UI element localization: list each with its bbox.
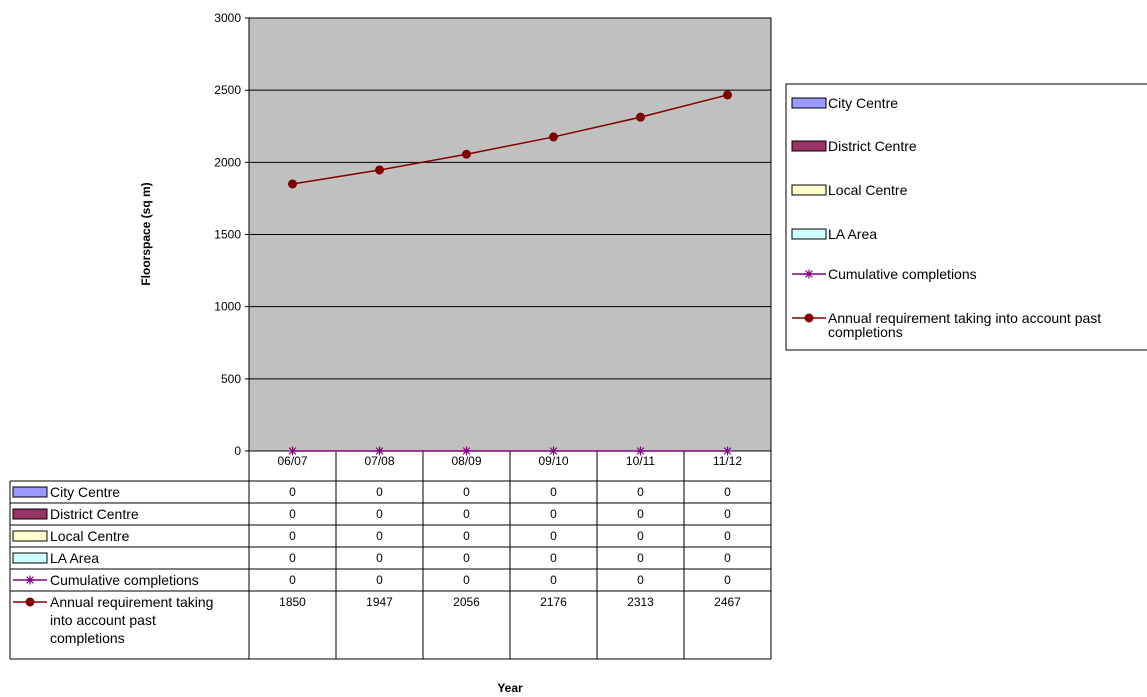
table-row-label: LA Area [50, 550, 99, 566]
x-tick-label: 10/11 [626, 454, 655, 468]
table-cell-value: 0 [550, 573, 557, 587]
data-table: 06/07 07/08 08/09 09/10 10/11 11/12 City Centr… [9, 451, 772, 660]
table-cell-value: 0 [463, 551, 470, 565]
legend-label: District Centre [828, 138, 917, 154]
table-cell-value: 0 [289, 529, 296, 543]
table-row-label: into account past [50, 612, 156, 628]
table-cell-value: 2313 [627, 595, 654, 609]
table-cell-value: 0 [724, 529, 731, 543]
data-point [288, 179, 297, 189]
x-tick-label: 09/10 [538, 454, 568, 468]
legend-swatch [12, 486, 48, 498]
legend-label: LA Area [828, 226, 877, 242]
table-cell-value: 0 [463, 529, 470, 543]
table-cell-value: 0 [376, 573, 383, 587]
data-point [723, 90, 732, 100]
data-point [288, 446, 297, 456]
table-row-label: Annual requirement taking [50, 594, 213, 610]
legend-swatch [12, 552, 48, 564]
data-point [462, 149, 471, 159]
table-cell-value: 0 [724, 551, 731, 565]
data-point [375, 446, 384, 456]
table-row-label: City Centre [50, 484, 120, 500]
table-cell-value: 2056 [453, 595, 480, 609]
data-point [375, 165, 384, 175]
legend-label: Annual requirement taking into account p… [828, 310, 1101, 326]
table-cell-value: 0 [637, 507, 644, 521]
legend: City Centre District Centre Local Centre LA… [785, 83, 1147, 351]
y-tick-label: 3000 [214, 11, 241, 25]
x-axis-label: Year [497, 681, 523, 695]
x-tick-label: 07/08 [364, 454, 394, 468]
legend-marker [804, 269, 814, 279]
y-tick-label: 500 [221, 372, 241, 386]
table-cell-value: 0 [724, 573, 731, 587]
data-point [636, 446, 645, 456]
data-point [723, 446, 732, 456]
legend-swatch [791, 184, 827, 196]
table-cell-value: 0 [550, 485, 557, 499]
table-cell-value: 0 [463, 485, 470, 499]
series [288, 90, 732, 456]
legend-marker [804, 313, 814, 323]
x-tick-label: 08/09 [451, 454, 481, 468]
table-row-label: Local Centre [50, 528, 130, 544]
gridlines [249, 89, 771, 380]
data-point [549, 132, 558, 142]
table-cell-value: 0 [637, 485, 644, 499]
table-cell-value: 1947 [366, 595, 393, 609]
legend-swatch [791, 97, 827, 109]
legend-marker [25, 575, 35, 585]
table-row-label: Cumulative completions [50, 572, 199, 588]
table-cell-value: 0 [376, 529, 383, 543]
table-cell-value: 0 [376, 507, 383, 521]
y-axis: 0 500 1000 1500 2000 2500 3000 [214, 11, 250, 458]
table-cell-value: 0 [289, 507, 296, 521]
data-point [549, 446, 558, 456]
table-cell-value: 2176 [540, 595, 567, 609]
legend-label: Local Centre [828, 182, 908, 198]
legend-label: Cumulative completions [828, 266, 977, 282]
table-cell-value: 0 [550, 529, 557, 543]
legend-swatch [12, 530, 48, 542]
legend-box [785, 83, 1147, 351]
table-row-label: completions [50, 630, 125, 646]
table-cell-value: 0 [724, 485, 731, 499]
data-point [636, 112, 645, 122]
legend-label: completions [828, 324, 903, 340]
table-cell-value: 0 [289, 485, 296, 499]
legend-swatch [791, 140, 827, 152]
table-cell-value: 0 [550, 507, 557, 521]
y-tick-label: 1500 [214, 228, 241, 242]
y-tick-label: 2000 [214, 155, 241, 169]
table-cell-value: 0 [463, 573, 470, 587]
table-cell-value: 0 [637, 551, 644, 565]
table-cell-value: 0 [376, 551, 383, 565]
table-cell-value: 0 [637, 573, 644, 587]
table-cell-value: 0 [637, 529, 644, 543]
series-line [292, 94, 728, 185]
y-tick-label: 0 [234, 444, 241, 458]
legend-swatch [791, 228, 827, 240]
table-cell-value: 1850 [279, 595, 306, 609]
table-cell-value: 2467 [714, 595, 741, 609]
table-cell-value: 0 [724, 507, 731, 521]
legend-swatch [12, 508, 48, 520]
legend-label: City Centre [828, 95, 898, 111]
y-tick-label: 2500 [214, 83, 241, 97]
x-tick-label: 11/12 [713, 454, 742, 468]
table-cell-value: 0 [376, 485, 383, 499]
table-cell-value: 0 [463, 507, 470, 521]
table-cell-value: 0 [289, 573, 296, 587]
legend-marker [25, 597, 35, 607]
table-cell-value: 0 [289, 551, 296, 565]
y-axis-label: Floorspace (sq m) [139, 182, 153, 285]
data-point [462, 446, 471, 456]
y-tick-label: 1000 [214, 300, 241, 314]
table-cell-value: 0 [550, 551, 557, 565]
x-tick-label: 06/07 [277, 454, 307, 468]
table-row-label: District Centre [50, 506, 139, 522]
